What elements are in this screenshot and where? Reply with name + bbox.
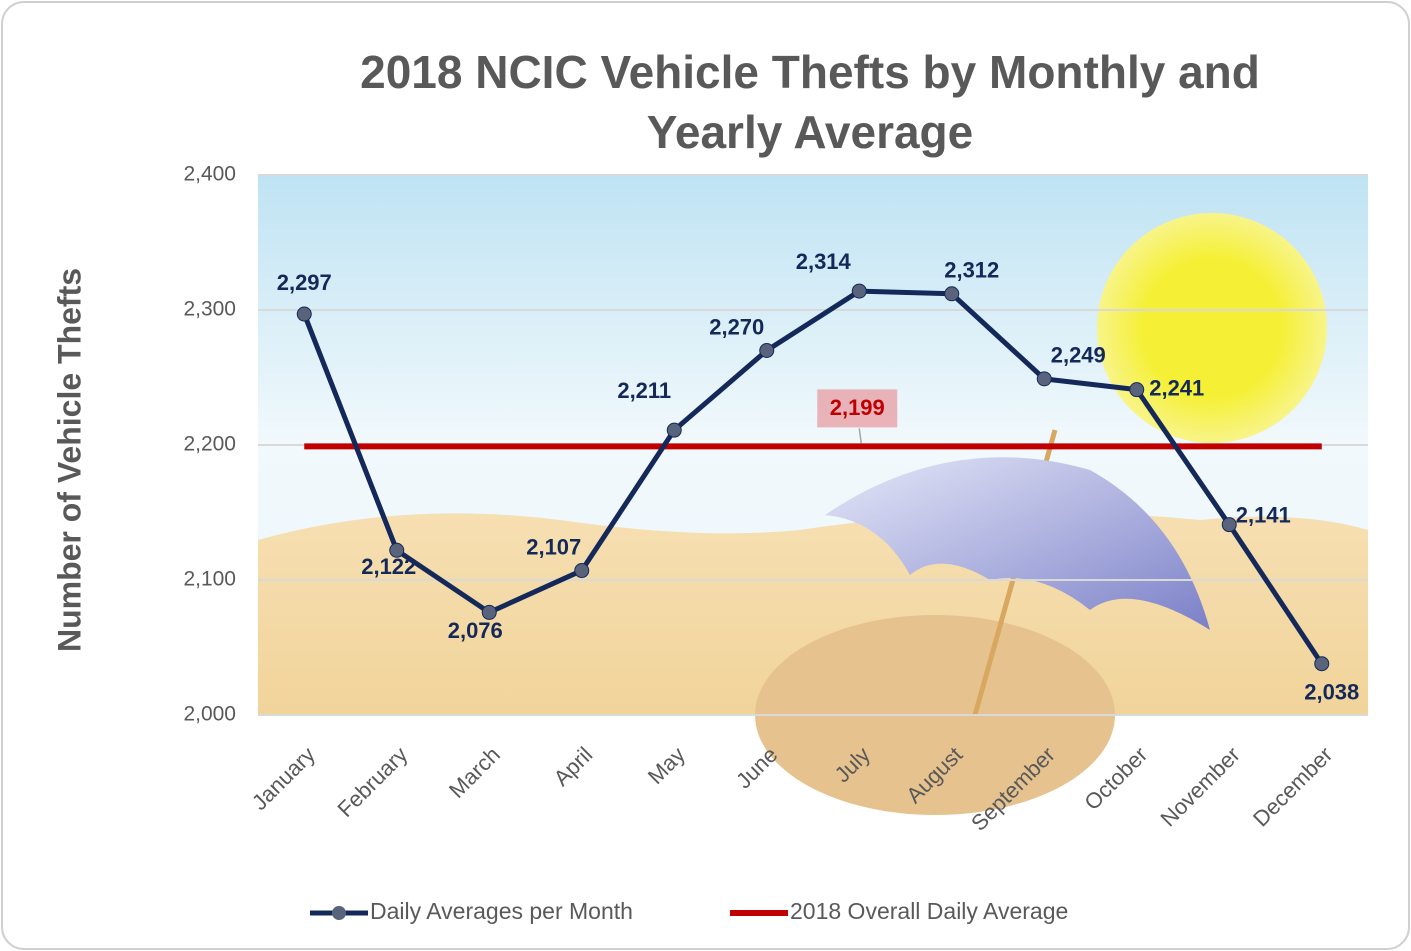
y-tick-label: 2,400 bbox=[183, 163, 236, 186]
data-label: 2,249 bbox=[1051, 343, 1106, 368]
data-point bbox=[297, 307, 311, 321]
legend-marker bbox=[332, 906, 346, 920]
data-label: 2,038 bbox=[1304, 680, 1359, 705]
legend-label: Daily Averages per Month bbox=[370, 898, 633, 924]
chart-title: 2018 NCIC Vehicle Thefts by Monthly and … bbox=[330, 42, 1290, 162]
data-point bbox=[1222, 518, 1236, 532]
data-label: 2,297 bbox=[277, 270, 332, 295]
data-label: 2,312 bbox=[944, 258, 999, 283]
data-label: 2,076 bbox=[448, 618, 503, 643]
data-label: 2,314 bbox=[796, 249, 852, 274]
data-point bbox=[760, 344, 774, 358]
data-label: 2,141 bbox=[1236, 502, 1291, 527]
y-axis-title: Number of Vehicle Thefts bbox=[51, 268, 87, 652]
data-point bbox=[852, 284, 866, 298]
y-tick-label: 2,100 bbox=[183, 568, 236, 591]
data-label: 2,270 bbox=[709, 314, 764, 339]
data-label: 2,199 bbox=[830, 395, 885, 420]
data-point bbox=[575, 564, 589, 578]
data-label: 2,211 bbox=[617, 378, 671, 403]
data-label: 2,122 bbox=[361, 554, 416, 579]
data-label: 2,107 bbox=[526, 534, 581, 559]
data-point bbox=[945, 287, 959, 301]
data-label: 2,241 bbox=[1149, 375, 1204, 400]
y-tick-label: 2,000 bbox=[183, 703, 236, 726]
y-tick-label: 2,300 bbox=[183, 298, 236, 321]
data-point bbox=[1130, 383, 1144, 397]
data-point bbox=[1315, 657, 1329, 671]
page: 2,000 2,100 2,200 2,300 2,400 Number of Vehic… bbox=[0, 0, 1411, 951]
data-point bbox=[1037, 372, 1051, 386]
legend-label: 2018 Overall Daily Average bbox=[790, 898, 1068, 924]
y-tick-label: 2,200 bbox=[183, 433, 236, 456]
data-point bbox=[667, 423, 681, 437]
